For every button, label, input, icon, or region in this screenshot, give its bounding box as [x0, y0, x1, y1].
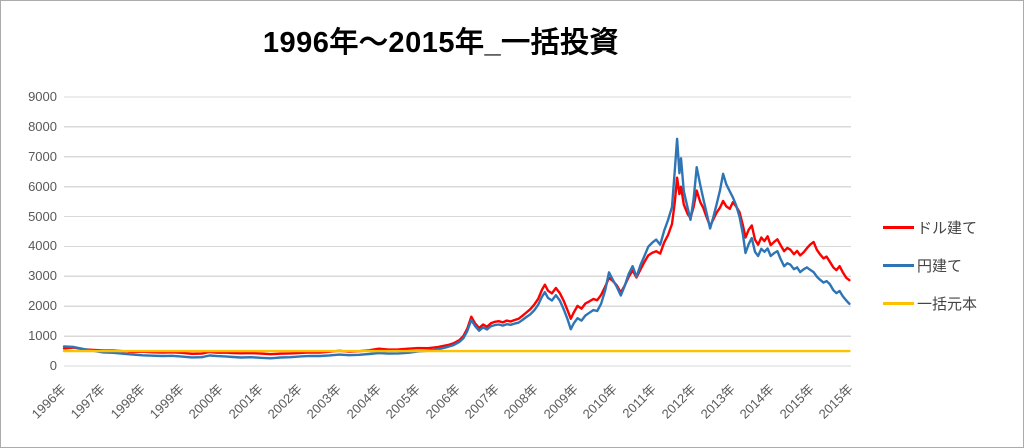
blue-line-swatch-icon	[883, 264, 914, 267]
legend-item-principal: 一括元本	[883, 293, 977, 314]
series-line-円建て	[62, 137, 851, 360]
y-tick-label: 7000	[28, 148, 57, 164]
red-line-swatch-icon	[883, 226, 914, 229]
legend-label-principal: 一括元本	[917, 296, 978, 313]
y-tick-label: 3000	[28, 268, 57, 284]
y-tick-label: 1000	[28, 328, 57, 344]
y-tick-label: 0	[49, 358, 57, 373]
y-tick-label: 4000	[28, 238, 57, 254]
y-tick-label: 6000	[28, 178, 57, 194]
legend-label-yen: 円建て	[917, 258, 963, 275]
y-tick-label: 2000	[28, 298, 57, 314]
chart-title: 1996年～2015年_一括投資	[262, 27, 620, 59]
y-tick-label: 9000	[28, 89, 57, 104]
y-tick-label: 5000	[28, 208, 57, 224]
y-tick-label: 8000	[28, 118, 57, 134]
series-line-ドル建て	[62, 176, 851, 356]
gold-line-swatch-icon	[883, 302, 914, 305]
legend-item-dollar: ドル建て	[883, 217, 977, 238]
legend-item-yen: 円建て	[883, 255, 977, 276]
legend: ドル建て 円建て 一括元本	[883, 217, 977, 314]
legend-label-dollar: ドル建て	[917, 220, 978, 237]
